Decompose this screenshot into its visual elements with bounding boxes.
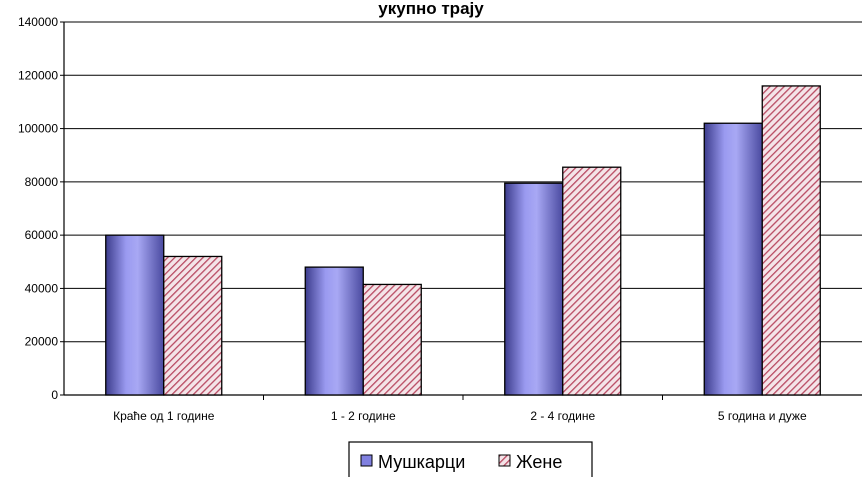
bar-men-1 (304, 266, 364, 396)
legend-box (348, 441, 593, 477)
y-tick-label: 140000 (18, 15, 58, 29)
bar-women-1 (362, 283, 422, 396)
bar-women-0 (163, 255, 223, 396)
chart-title-fragment: укупно трају (378, 0, 484, 18)
bar-women-2 (562, 166, 622, 396)
bar-men-3 (703, 122, 763, 396)
bars (105, 85, 821, 396)
x-category-label: 1 - 2 године (331, 409, 396, 423)
legend: Мушкарци Жене (348, 441, 593, 477)
y-tick-label: 40000 (25, 281, 59, 295)
x-category-label: 5 година и дуже (718, 409, 807, 423)
x-category-label: Краће од 1 године (113, 409, 215, 423)
legend-swatch-women (498, 454, 511, 467)
y-tick-label: 100000 (18, 122, 58, 136)
bar-men-2 (504, 182, 564, 396)
y-tick-label: 60000 (25, 228, 59, 242)
legend-label-men: Мушкарци (378, 452, 465, 472)
bar-men-0 (105, 234, 165, 396)
legend-swatch-men (360, 454, 373, 467)
x-category-labels: Краће од 1 године 1 - 2 године 2 - 4 годин… (113, 409, 807, 423)
bar-women-3 (761, 85, 821, 396)
y-tick-label: 80000 (25, 175, 59, 189)
legend-label-women: Жене (516, 452, 562, 472)
y-tick-label: 120000 (18, 68, 58, 82)
y-tick-label: 0 (51, 388, 58, 402)
y-tick-label: 20000 (25, 335, 59, 349)
y-tick-labels: 0 20000 40000 60000 80000 100000 120000 140000 (18, 15, 58, 402)
x-category-label: 2 - 4 године (530, 409, 595, 423)
